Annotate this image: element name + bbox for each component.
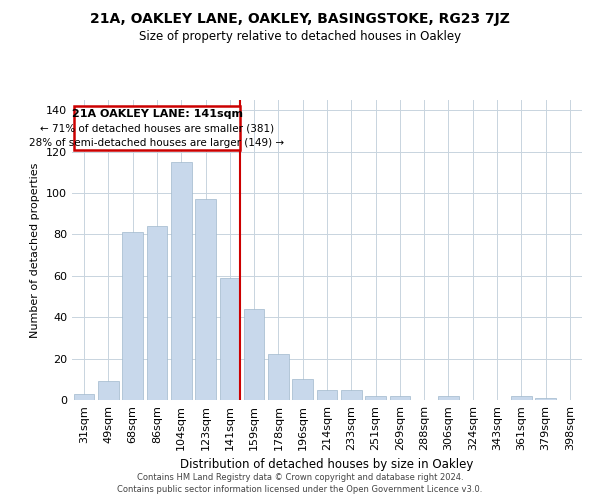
Y-axis label: Number of detached properties: Number of detached properties: [31, 162, 40, 338]
Text: ← 71% of detached houses are smaller (381): ← 71% of detached houses are smaller (38…: [40, 124, 274, 134]
Bar: [438, 396, 459, 400]
Bar: [317, 390, 337, 400]
Text: 21A, OAKLEY LANE, OAKLEY, BASINGSTOKE, RG23 7JZ: 21A, OAKLEY LANE, OAKLEY, BASINGSTOKE, R…: [90, 12, 510, 26]
Text: Size of property relative to detached houses in Oakley: Size of property relative to detached ho…: [139, 30, 461, 43]
Bar: [74, 394, 94, 400]
Bar: [511, 396, 532, 400]
Bar: [389, 396, 410, 400]
Bar: [122, 232, 143, 400]
Bar: [535, 398, 556, 400]
Text: Contains HM Land Registry data © Crown copyright and database right 2024.: Contains HM Land Registry data © Crown c…: [137, 473, 463, 482]
Bar: [98, 382, 119, 400]
FancyBboxPatch shape: [74, 106, 240, 150]
Bar: [171, 162, 191, 400]
Bar: [220, 278, 240, 400]
Bar: [244, 309, 265, 400]
Bar: [195, 200, 216, 400]
Bar: [292, 380, 313, 400]
Bar: [146, 226, 167, 400]
Text: 28% of semi-detached houses are larger (149) →: 28% of semi-detached houses are larger (…: [29, 138, 284, 148]
Bar: [365, 396, 386, 400]
Text: 21A OAKLEY LANE: 141sqm: 21A OAKLEY LANE: 141sqm: [71, 110, 242, 120]
X-axis label: Distribution of detached houses by size in Oakley: Distribution of detached houses by size …: [181, 458, 473, 471]
Bar: [268, 354, 289, 400]
Text: Contains public sector information licensed under the Open Government Licence v3: Contains public sector information licen…: [118, 484, 482, 494]
Bar: [341, 390, 362, 400]
